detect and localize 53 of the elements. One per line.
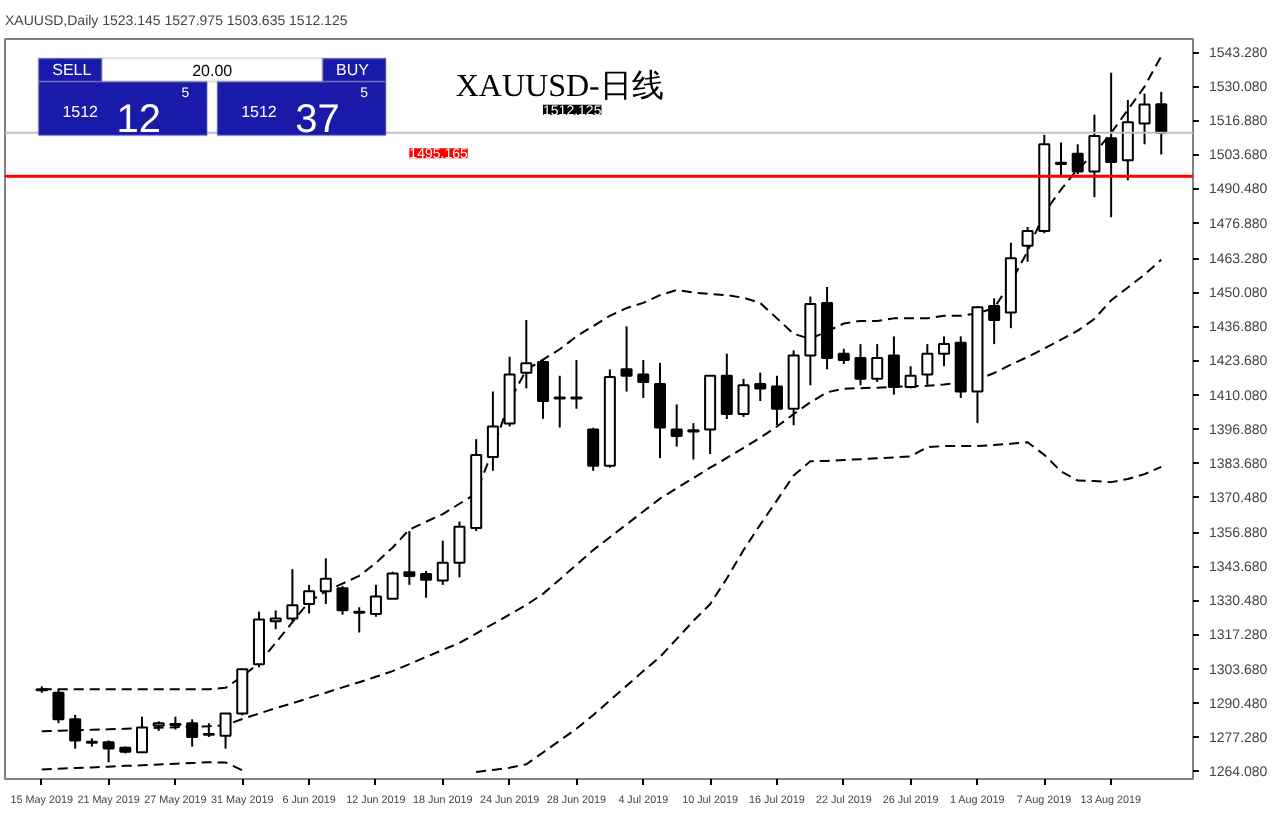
candlestick bbox=[687, 422, 700, 461]
candlestick bbox=[136, 715, 149, 754]
candlestick bbox=[1054, 141, 1068, 177]
candlestick bbox=[770, 374, 783, 427]
candlestick bbox=[754, 371, 767, 403]
candlestick bbox=[319, 557, 332, 605]
candlestick bbox=[537, 359, 550, 420]
candlestick bbox=[486, 390, 499, 472]
candlestick bbox=[938, 335, 951, 368]
candlestick bbox=[670, 403, 683, 448]
candlestick bbox=[887, 335, 900, 396]
candlestick bbox=[1088, 113, 1101, 199]
candlestick bbox=[520, 318, 533, 390]
candlestick bbox=[570, 359, 583, 410]
candlestick bbox=[269, 609, 282, 631]
candlestick bbox=[420, 569, 433, 599]
annotation: XAUUSD-日线 bbox=[455, 67, 664, 104]
candlestick bbox=[369, 583, 382, 618]
candlestick bbox=[336, 585, 349, 616]
candlestick bbox=[1138, 92, 1151, 146]
annotation: SELL bbox=[52, 60, 93, 79]
candlestick bbox=[403, 530, 416, 586]
annotation: BUY bbox=[336, 60, 371, 79]
candlestick bbox=[653, 361, 666, 460]
candlestick bbox=[637, 359, 650, 399]
candlestick bbox=[353, 606, 366, 634]
candlestick bbox=[1105, 71, 1118, 219]
candlestick bbox=[186, 718, 199, 748]
candlestick bbox=[102, 739, 115, 764]
candlestick bbox=[1121, 99, 1134, 182]
candlestick bbox=[303, 583, 316, 615]
annotation: 1512 bbox=[241, 103, 278, 122]
candlestick bbox=[871, 343, 884, 383]
candlestick bbox=[436, 539, 449, 586]
candlestick bbox=[1155, 90, 1168, 156]
candlestick bbox=[720, 352, 733, 421]
candlestick bbox=[252, 610, 265, 669]
candlestick bbox=[553, 374, 566, 429]
candlestick bbox=[620, 325, 633, 393]
candlestick bbox=[386, 570, 399, 600]
candlestick bbox=[453, 520, 466, 579]
candlestick bbox=[854, 343, 867, 387]
annotation: 37 bbox=[295, 98, 340, 143]
annotation: 12 bbox=[116, 98, 161, 143]
candlestick bbox=[587, 426, 600, 472]
candlestick bbox=[737, 377, 750, 418]
annotation: 20.00 bbox=[192, 61, 234, 80]
candlestick bbox=[1021, 225, 1034, 263]
candlestick bbox=[988, 297, 1001, 346]
candlestick bbox=[286, 568, 299, 623]
candlestick bbox=[921, 343, 934, 387]
candlestick bbox=[1071, 143, 1084, 176]
annotation: 1512 bbox=[62, 103, 100, 122]
